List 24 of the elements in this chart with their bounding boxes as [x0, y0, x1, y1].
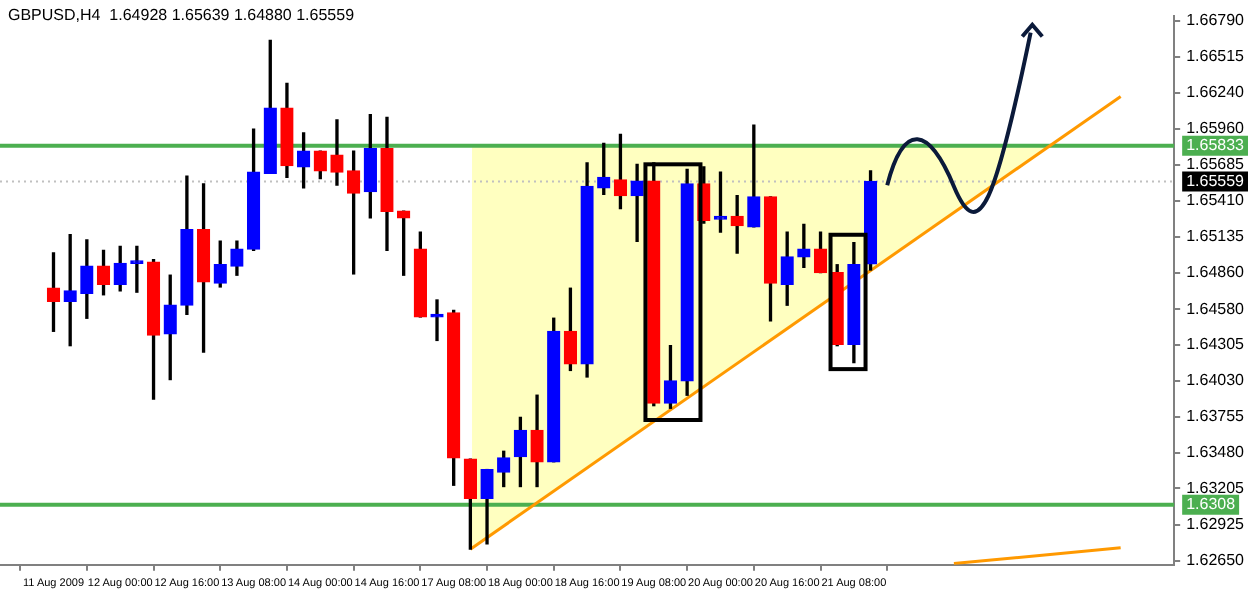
y-tick-label: 1.63480	[1186, 443, 1246, 462]
chart-title: GBPUSD,H4 1.64928 1.65639 1.64880 1.65559	[8, 6, 355, 24]
y-tick-label: 1.66240	[1186, 82, 1246, 101]
y-tick-label: 1.64030	[1186, 371, 1246, 390]
y-tick-label: 1.65960	[1186, 119, 1246, 138]
y-tick-label: 1.66790	[1186, 11, 1246, 30]
y-tick-label: 1.64860	[1186, 263, 1246, 281]
y-tick-label: 1.64580	[1186, 299, 1246, 318]
ref-line-label: 1.65833	[1186, 136, 1246, 155]
y-tick-label: 1.64305	[1186, 335, 1246, 354]
candlestick	[630, 163, 644, 242]
ref-line-label: 1.6308	[1186, 495, 1237, 514]
candlestick	[797, 223, 811, 269]
y-tick-label: 1.63755	[1186, 407, 1246, 426]
y-tick-label: 1.65135	[1186, 227, 1246, 246]
y-tick-label: 1.63205	[1186, 478, 1246, 497]
y-tick-label: 1.65685	[1186, 155, 1246, 174]
y-tick-label: 1.62650	[1186, 551, 1246, 570]
y-tick-label: 1.65410	[1186, 191, 1246, 210]
ref-line-label: 1.65559	[1186, 171, 1246, 190]
candlestick	[130, 245, 144, 293]
y-tick-label: 1.66515	[1186, 47, 1246, 66]
candlestick	[730, 194, 744, 254]
y-tick-label: 1.62925	[1186, 515, 1246, 534]
